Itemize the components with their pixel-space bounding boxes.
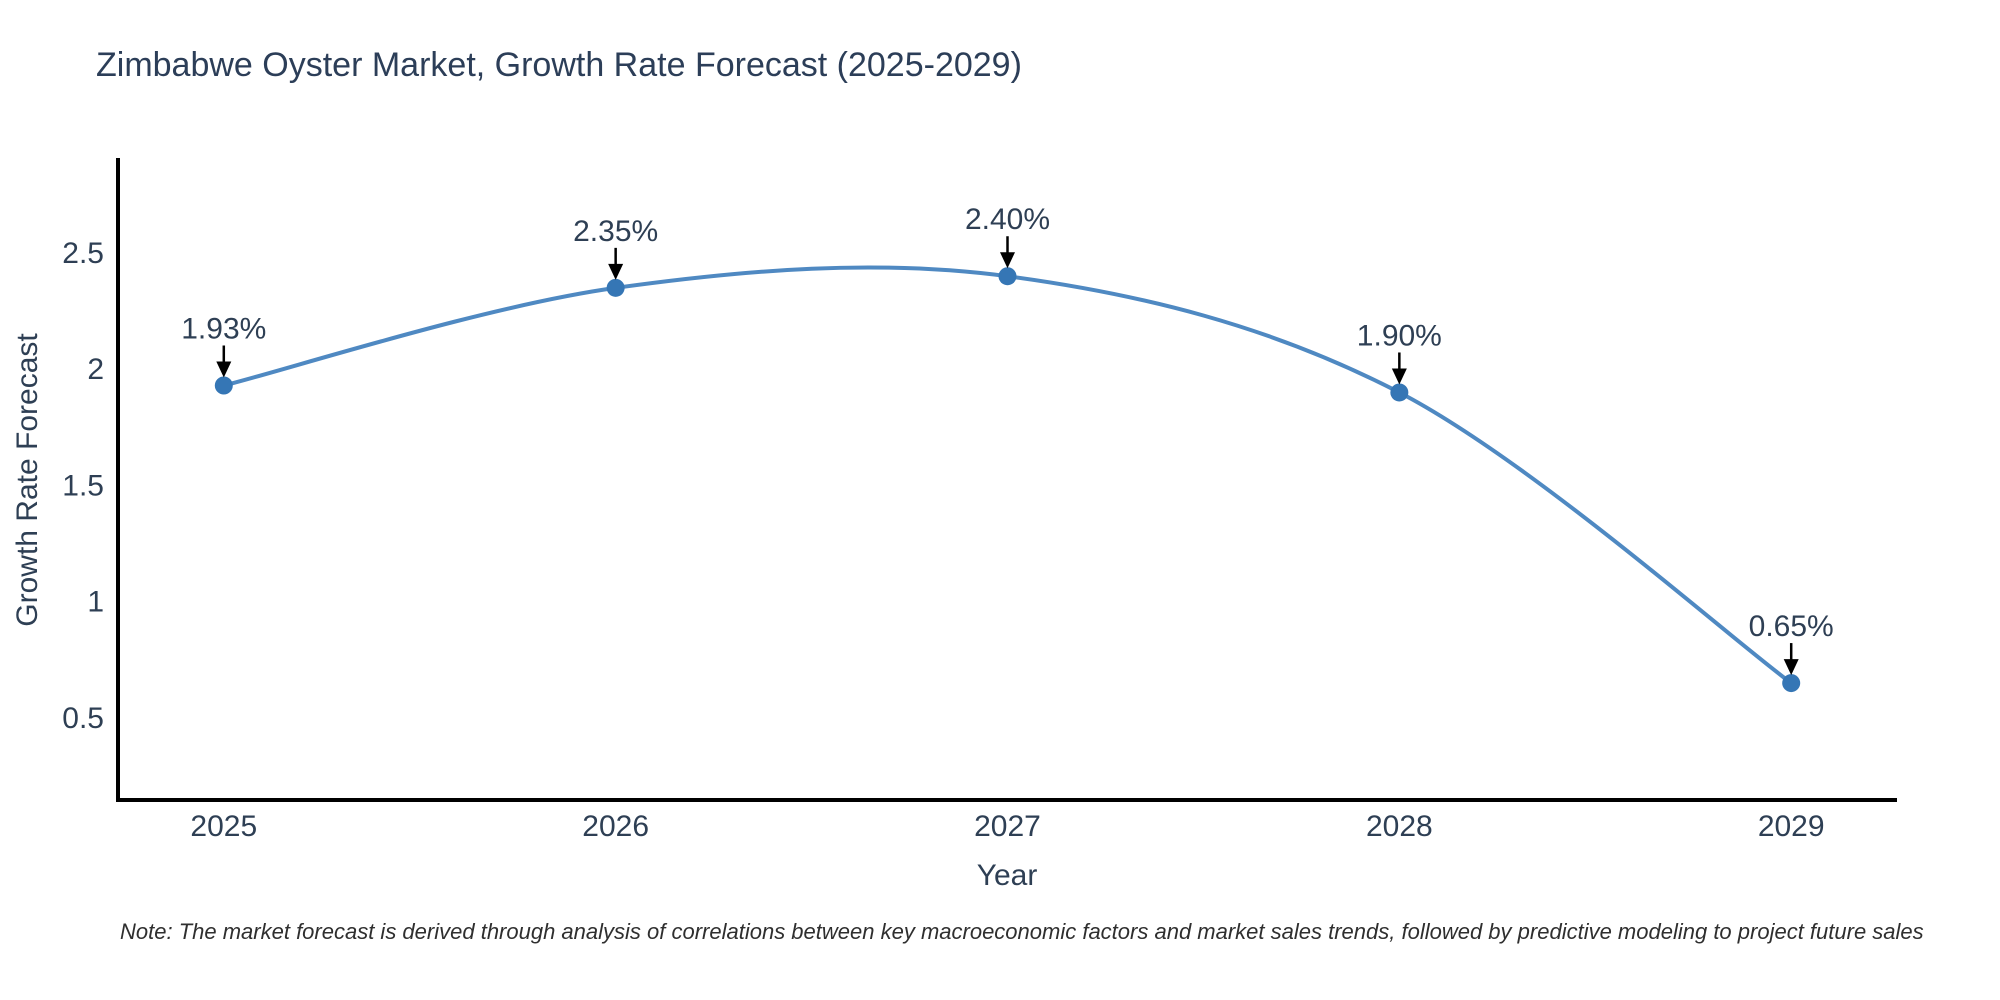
annotation-label: 2.40% <box>965 203 1050 236</box>
x-tick-label: 2026 <box>582 810 649 843</box>
annotation-label: 1.90% <box>1357 319 1442 352</box>
annotation-label: 2.35% <box>573 215 658 248</box>
y-tick-label: 1.5 <box>62 469 104 502</box>
annotation-arrowhead <box>1783 659 1799 676</box>
data-point-2025 <box>214 376 233 395</box>
annotation-arrowhead <box>1000 252 1015 269</box>
chart-title: Zimbabwe Oyster Market, Growth Rate Fore… <box>96 46 1022 84</box>
annotation-arrowhead <box>608 263 624 280</box>
x-tick-label: 2025 <box>190 810 257 843</box>
y-tick-label: 1 <box>87 586 104 619</box>
annotation-label: 0.65% <box>1749 610 1834 643</box>
y-axis-title: Growth Rate Forecast <box>11 333 44 627</box>
data-point-2029 <box>1782 674 1801 693</box>
x-tick-label: 2027 <box>974 810 1041 843</box>
y-tick-label: 2.5 <box>62 237 104 270</box>
x-axis-title: Year <box>976 859 1038 892</box>
data-point-2027 <box>998 267 1017 286</box>
y-tick-label: 0.5 <box>62 702 104 735</box>
footnote: Note: The market forecast is derived thr… <box>120 919 1924 944</box>
annotation-arrowhead <box>1391 368 1407 385</box>
data-point-2028 <box>1390 383 1409 402</box>
y-tick-label: 2 <box>87 353 104 386</box>
x-tick-label: 2029 <box>1758 810 1825 843</box>
forecast-line <box>221 265 1794 686</box>
annotation-arrowhead <box>216 361 232 378</box>
annotation-label: 1.93% <box>181 312 266 345</box>
x-tick-label: 2028 <box>1366 810 1433 843</box>
data-point-2026 <box>606 278 625 297</box>
